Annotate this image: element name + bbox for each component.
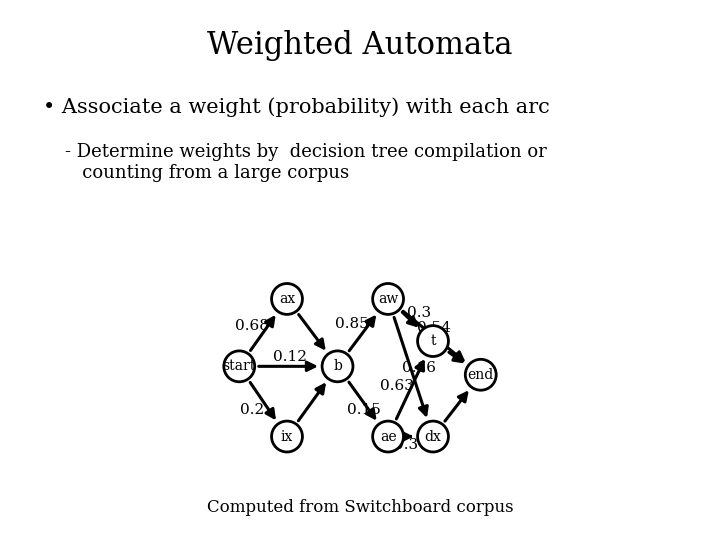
Text: Weighted Automata: Weighted Automata — [207, 30, 513, 60]
Text: Computed from Switchboard corpus: Computed from Switchboard corpus — [207, 499, 513, 516]
Text: dx: dx — [425, 429, 441, 443]
Text: ax: ax — [279, 292, 295, 306]
Circle shape — [373, 284, 403, 314]
Circle shape — [373, 421, 403, 452]
Text: aw: aw — [378, 292, 398, 306]
Text: 0.85: 0.85 — [335, 317, 369, 331]
Text: b: b — [333, 359, 342, 373]
Text: end: end — [467, 368, 494, 382]
Text: 0.3: 0.3 — [407, 306, 431, 320]
Text: 0.12: 0.12 — [273, 349, 307, 363]
Text: 0.63: 0.63 — [379, 379, 413, 393]
Text: 0.16: 0.16 — [402, 361, 436, 375]
Circle shape — [465, 359, 496, 390]
Text: ix: ix — [281, 429, 293, 443]
Text: start: start — [222, 359, 256, 373]
Text: 0.15: 0.15 — [347, 403, 381, 417]
Text: 0.37: 0.37 — [394, 438, 428, 452]
Circle shape — [271, 284, 302, 314]
Text: - Determine weights by  decision tree compilation or
   counting from a large co: - Determine weights by decision tree com… — [65, 143, 546, 182]
Text: 0.54: 0.54 — [418, 321, 451, 335]
Circle shape — [224, 351, 255, 382]
Circle shape — [322, 351, 353, 382]
Text: t: t — [431, 334, 436, 348]
Text: • Associate a weight (probability) with each arc: • Associate a weight (probability) with … — [43, 97, 550, 117]
Text: ae: ae — [379, 429, 397, 443]
Text: 0.2: 0.2 — [240, 403, 264, 417]
Text: 0.68: 0.68 — [235, 319, 269, 333]
Circle shape — [271, 421, 302, 452]
Circle shape — [418, 421, 449, 452]
Circle shape — [418, 326, 449, 356]
